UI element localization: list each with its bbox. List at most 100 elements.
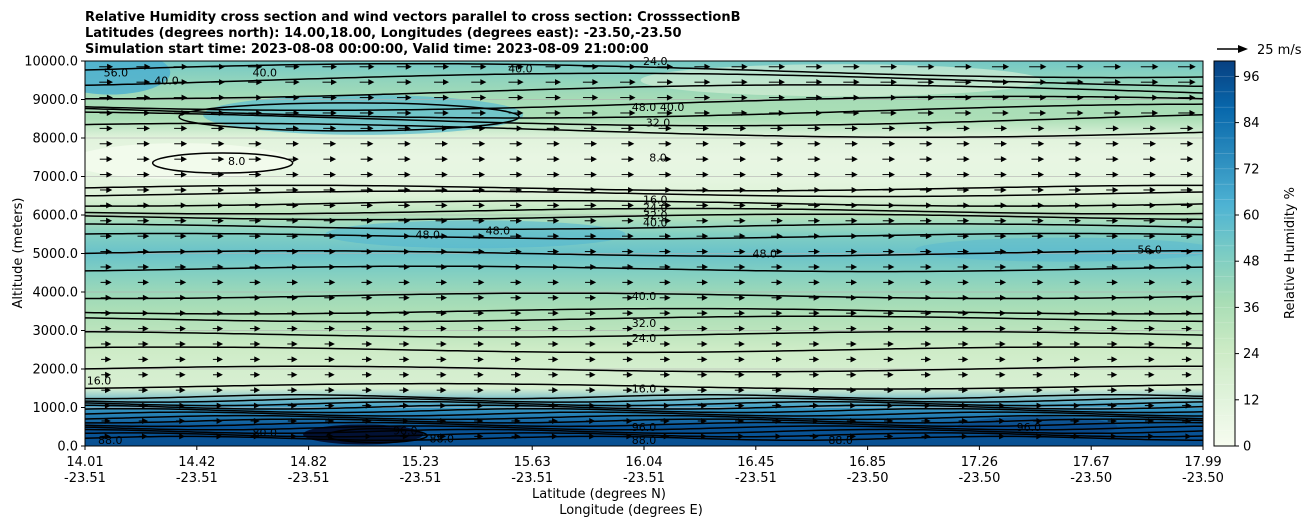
wind-vector: [249, 294, 261, 301]
wind-vector: [436, 402, 447, 409]
wind-vector: [809, 417, 819, 424]
wind-vector: [100, 340, 112, 347]
wind-vector: [174, 217, 187, 224]
contour-label: 96.0: [1017, 421, 1042, 434]
wind-vector: [398, 248, 411, 255]
wind-vector: [211, 186, 225, 193]
wind-vector: [510, 310, 522, 317]
contour-line: [85, 213, 1203, 221]
wind-vector: [285, 63, 300, 70]
wind-vector: [325, 433, 335, 440]
wind-vector: [1069, 202, 1082, 209]
contour-label: 16.0: [643, 194, 668, 207]
wind-vector: [250, 402, 260, 409]
wind-vector: [287, 417, 298, 424]
wind-vector: [808, 186, 821, 193]
wind-vector: [1103, 94, 1121, 101]
contour-label: 96.0: [632, 421, 657, 434]
wind-vector: [174, 171, 187, 178]
wind-vector: [697, 417, 708, 424]
wind-vector: [809, 387, 820, 394]
wind-vector: [1105, 125, 1119, 132]
wind-vector: [1029, 109, 1047, 116]
wind-vector: [696, 233, 709, 240]
contour-label: 8.0: [649, 151, 667, 164]
wind-vector: [397, 125, 411, 132]
wind-vector: [734, 402, 745, 409]
wind-vector: [1144, 371, 1155, 378]
wind-vector: [212, 294, 224, 301]
wind-vector: [547, 171, 560, 178]
wind-vector: [1032, 248, 1044, 255]
contour-label-text: 8.0: [228, 155, 246, 168]
wind-vector: [846, 294, 857, 301]
wind-vector: [620, 79, 636, 86]
colorbar-ticks: 0 12 24 36 48 60 72 84 96: [1235, 70, 1260, 455]
wind-vector: [919, 125, 933, 132]
wind-vector: [771, 233, 783, 240]
wind-vector: [733, 125, 747, 132]
title-line-1: Relative Humidity cross section and wind…: [85, 10, 741, 25]
wind-vector: [436, 356, 447, 363]
wind-vector: [136, 109, 151, 116]
wind-vector: [248, 125, 262, 132]
wind-vector: [323, 125, 337, 132]
wind-vector: [359, 109, 375, 116]
wind-vector: [995, 433, 1006, 440]
wind-vector: [809, 356, 820, 363]
y-tick-label: 5000.0: [33, 247, 79, 262]
wind-vector: [249, 325, 261, 332]
wind-vector: [138, 417, 149, 424]
wind-vector: [99, 109, 113, 116]
wind-vector: [435, 186, 448, 193]
contour-label: 32.0: [643, 209, 668, 222]
wind-vector: [287, 340, 298, 347]
wind-vector: [845, 202, 858, 209]
wind-vector: [396, 94, 412, 101]
wind-vector: [734, 387, 745, 394]
wind-vector: [323, 186, 336, 193]
wind-vector: [1180, 186, 1194, 193]
wind-vector: [510, 340, 522, 347]
contour-label: 56.0: [1137, 244, 1162, 257]
wind-vector: [323, 140, 337, 147]
wind-vector: [919, 171, 933, 178]
wind-vector: [882, 202, 895, 209]
contour-label-text: 40.0: [154, 74, 179, 87]
wind-vector: [733, 202, 746, 209]
contour-line: [85, 200, 1203, 207]
wind-vector: [472, 156, 486, 163]
wind-vector: [509, 140, 523, 147]
x-axis-label-2: Longitude (degrees E): [559, 503, 703, 518]
wind-vector: [285, 109, 300, 116]
wind-vector: [472, 140, 486, 147]
wind-vector: [958, 340, 969, 347]
wind-vector: [471, 94, 487, 101]
wind-vector: [994, 233, 1007, 240]
contour-label-text: 40.0: [632, 290, 657, 303]
wind-vector: [473, 356, 484, 363]
wind-vector: [435, 156, 448, 163]
wind-vector: [472, 186, 485, 193]
wind-vector: [399, 402, 410, 409]
wind-vector: [286, 202, 299, 209]
wind-vector: [322, 79, 337, 86]
wind-vector: [883, 387, 894, 394]
wind-vector: [211, 125, 225, 132]
wind-vector: [285, 79, 300, 86]
contour-label-text: 56.0: [1137, 244, 1162, 257]
wind-vector: [174, 140, 188, 147]
wind-vector: [511, 371, 522, 378]
wind-vector: [696, 202, 709, 209]
wind-vector: [101, 356, 112, 363]
wind-vector: [1032, 279, 1044, 286]
wind-vector: [809, 371, 820, 378]
wind-vector: [285, 125, 300, 132]
colorbar-tick-label: 48: [1243, 255, 1260, 270]
wind-vector: [957, 202, 970, 209]
contour-line: [85, 397, 1203, 403]
wind-vector: [100, 248, 112, 255]
wind-vector: [1143, 186, 1156, 193]
x-axis-label: Latitude (degrees N): [532, 487, 666, 502]
wind-vector: [471, 63, 487, 70]
